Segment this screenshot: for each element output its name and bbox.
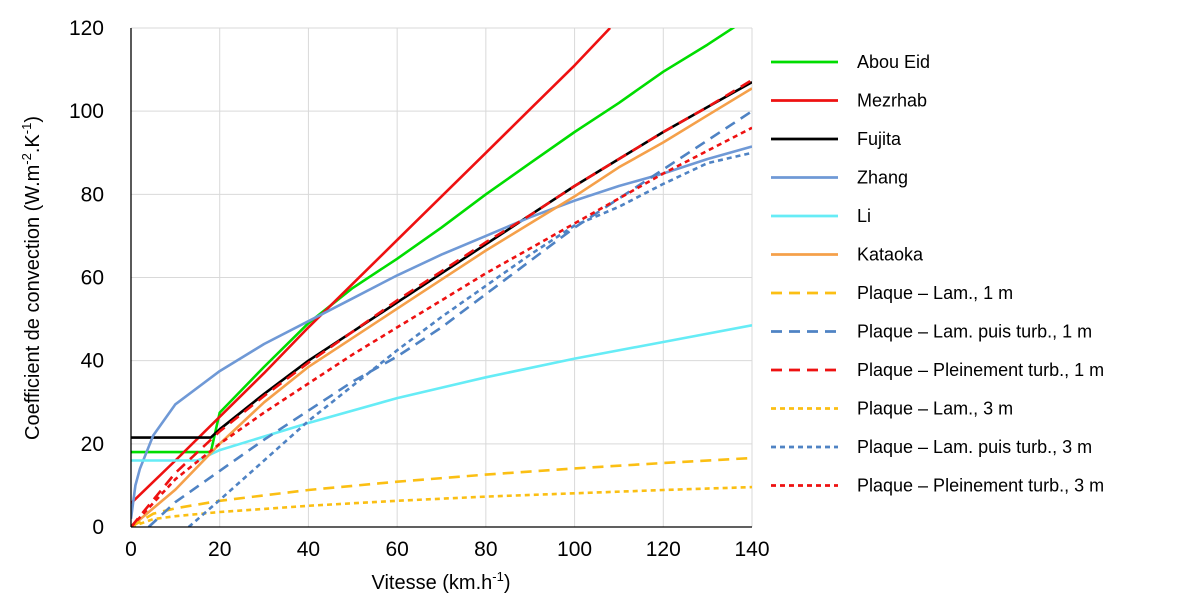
series-line — [131, 126, 752, 527]
x-tick-label: 100 — [557, 538, 592, 561]
y-tick-label: 0 — [92, 516, 104, 539]
legend-label: Plaque – Lam., 1 m — [857, 283, 1013, 303]
x-tick-label: 140 — [734, 538, 769, 561]
axes — [130, 28, 752, 528]
series-line — [131, 145, 752, 519]
series-line — [131, 485, 752, 527]
y-tick-label: 120 — [69, 17, 104, 40]
legend-label: Zhang — [857, 168, 908, 188]
y-tick-label: 40 — [81, 350, 104, 373]
series-line — [131, 28, 612, 505]
series-line — [131, 80, 752, 439]
y-tick-label: 60 — [81, 267, 104, 290]
grid — [130, 27, 753, 528]
legend-label: Mezrhab — [857, 91, 927, 111]
legend-label: Plaque – Lam. puis turb., 3 m — [857, 437, 1092, 457]
y-axis-title: Coefficient de convection (W.m-2.K-1) — [19, 116, 44, 440]
series-layer — [131, 28, 752, 527]
series-line — [131, 28, 736, 454]
x-tick-label: 40 — [297, 538, 320, 561]
series-line — [147, 110, 752, 527]
legend-label: Li — [857, 206, 871, 226]
legend-label: Plaque – Pleinement turb., 3 m — [857, 476, 1104, 496]
x-axis-title: Vitesse (km.h-1) — [371, 569, 510, 594]
x-tick-label: 80 — [474, 538, 497, 561]
legend-label: Fujita — [857, 129, 902, 149]
series-line — [131, 78, 752, 527]
series-line — [131, 87, 752, 527]
x-tick-label: 0 — [125, 538, 137, 561]
y-tick-label: 20 — [81, 433, 104, 456]
tick-labels: 0 20 40 60 80 100 120 140 0 20 40 60 80 100 120 — [69, 17, 770, 561]
x-tick-label: 20 — [208, 538, 231, 561]
legend-label: Plaque – Lam. puis turb., 1 m — [857, 322, 1092, 342]
series-line — [187, 151, 752, 527]
y-tick-label: 100 — [69, 100, 104, 123]
legend: Abou Eid Mezrhab Fujita Zhang Li Kataoka Plaqu… — [771, 52, 1104, 496]
legend-label: Kataoka — [857, 245, 924, 265]
y-tick-label: 80 — [81, 183, 104, 206]
x-tick-label: 60 — [385, 538, 408, 561]
legend-label: Plaque – Pleinement turb., 1 m — [857, 360, 1104, 380]
x-tick-label: 120 — [646, 538, 681, 561]
legend-label: Abou Eid — [857, 52, 930, 72]
legend-label: Plaque – Lam., 3 m — [857, 399, 1013, 419]
